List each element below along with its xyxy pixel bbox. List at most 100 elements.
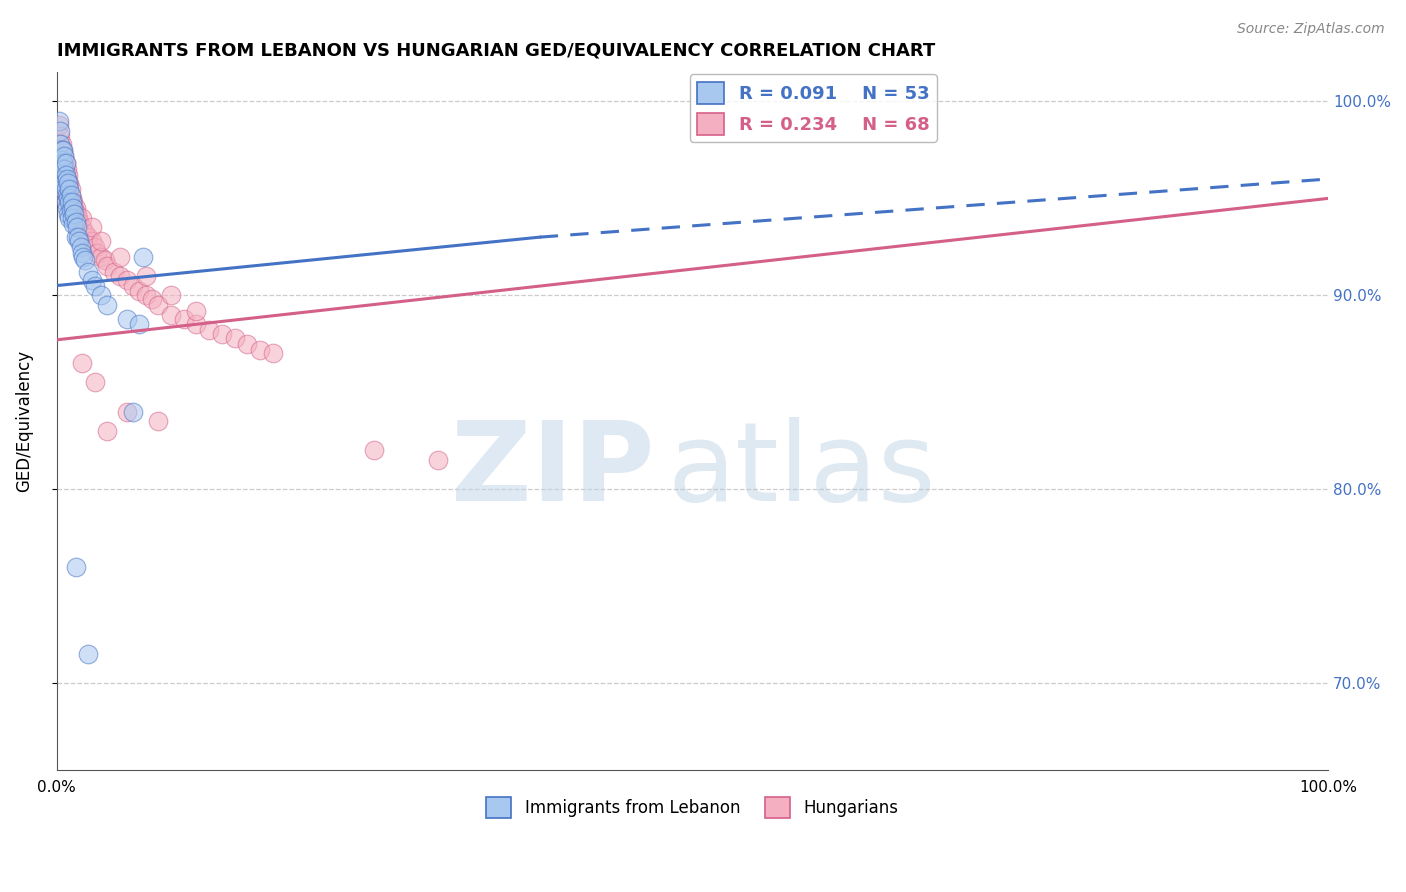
Point	[77, 647, 100, 661]
Point	[66, 220, 89, 235]
Point	[62, 195, 84, 210]
Point	[55, 201, 77, 215]
Point	[48, 114, 70, 128]
Point	[65, 201, 87, 215]
Point	[60, 195, 83, 210]
Point	[55, 162, 77, 177]
Point	[160, 288, 183, 302]
Point	[62, 217, 84, 231]
Point	[56, 207, 79, 221]
Text: Source: ZipAtlas.com: Source: ZipAtlas.com	[1237, 22, 1385, 37]
Point	[65, 559, 87, 574]
Point	[122, 278, 145, 293]
Point	[90, 288, 112, 302]
Point	[77, 230, 100, 244]
Text: IMMIGRANTS FROM LEBANON VS HUNGARIAN GED/EQUIVALENCY CORRELATION CHART: IMMIGRANTS FROM LEBANON VS HUNGARIAN GED…	[56, 42, 935, 60]
Point	[51, 143, 73, 157]
Point	[108, 250, 131, 264]
Point	[94, 253, 117, 268]
Point	[148, 298, 170, 312]
Point	[53, 149, 76, 163]
Point	[96, 424, 118, 438]
Point	[73, 253, 96, 268]
Point	[56, 168, 79, 182]
Point	[77, 265, 100, 279]
Point	[55, 172, 77, 186]
Point	[115, 404, 138, 418]
Point	[67, 230, 90, 244]
Point	[69, 240, 91, 254]
Point	[173, 311, 195, 326]
Point	[60, 211, 83, 225]
Point	[186, 318, 208, 332]
Point	[55, 195, 77, 210]
Point	[55, 182, 77, 196]
Point	[51, 137, 73, 152]
Point	[48, 118, 70, 132]
Point	[52, 143, 75, 157]
Point	[56, 176, 79, 190]
Point	[103, 265, 125, 279]
Text: atlas: atlas	[666, 417, 935, 524]
Point	[236, 336, 259, 351]
Point	[63, 201, 86, 215]
Point	[90, 234, 112, 248]
Point	[51, 153, 73, 167]
Point	[135, 268, 157, 283]
Point	[49, 123, 72, 137]
Point	[58, 195, 80, 210]
Point	[59, 182, 82, 196]
Point	[51, 149, 73, 163]
Point	[82, 273, 104, 287]
Point	[211, 326, 233, 341]
Text: ZIP: ZIP	[451, 417, 654, 524]
Point	[115, 311, 138, 326]
Point	[65, 214, 87, 228]
Point	[53, 182, 76, 196]
Point	[69, 214, 91, 228]
Point	[96, 259, 118, 273]
Point	[186, 303, 208, 318]
Point	[49, 129, 72, 144]
Point	[53, 162, 76, 177]
Point	[58, 182, 80, 196]
Point	[70, 356, 93, 370]
Y-axis label: GED/Equivalency: GED/Equivalency	[15, 351, 32, 492]
Point	[83, 376, 105, 390]
Point	[63, 207, 86, 221]
Point	[52, 143, 75, 157]
Point	[55, 187, 77, 202]
Point	[62, 201, 84, 215]
Point	[83, 240, 105, 254]
Point	[135, 288, 157, 302]
Legend: Immigrants from Lebanon, Hungarians: Immigrants from Lebanon, Hungarians	[479, 791, 905, 824]
Point	[122, 404, 145, 418]
Point	[148, 414, 170, 428]
Point	[58, 211, 80, 225]
Point	[132, 250, 155, 264]
Point	[55, 191, 77, 205]
Point	[52, 182, 75, 196]
Point	[52, 156, 75, 170]
Point	[55, 176, 77, 190]
Point	[65, 230, 87, 244]
Point	[108, 268, 131, 283]
Point	[86, 245, 108, 260]
Point	[58, 176, 80, 190]
Point	[55, 156, 77, 170]
Point	[55, 168, 77, 182]
Point	[55, 156, 77, 170]
Point	[224, 331, 246, 345]
Point	[69, 234, 91, 248]
Point	[128, 318, 150, 332]
Point	[51, 162, 73, 177]
Point	[56, 182, 79, 196]
Point	[49, 137, 72, 152]
Point	[83, 278, 105, 293]
Point	[58, 191, 80, 205]
Point	[249, 343, 271, 357]
Point	[67, 211, 90, 225]
Point	[90, 250, 112, 264]
Point	[70, 245, 93, 260]
Point	[128, 285, 150, 299]
